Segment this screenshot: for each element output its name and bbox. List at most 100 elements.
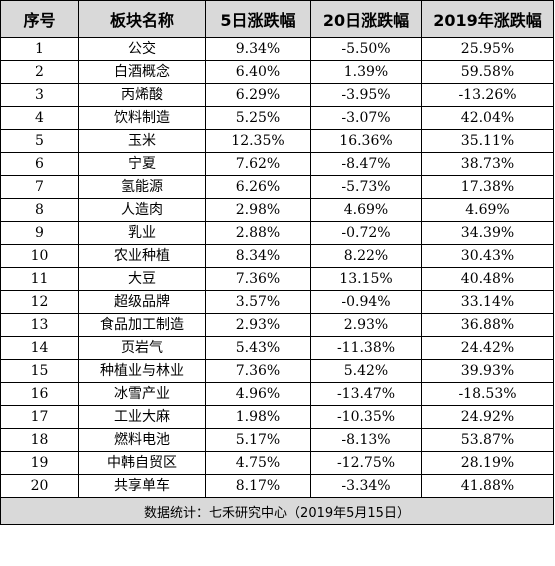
cell-index: 14: [0, 336, 79, 360]
cell-5day-change: 8.34%: [205, 244, 311, 268]
cell-5day-change: 7.36%: [205, 359, 311, 383]
cell-20day-change: -10.35%: [310, 405, 422, 429]
table-row: 19 中韩自贸区 4.75% -12.75% 28.19%: [0, 451, 554, 475]
cell-index: 17: [0, 405, 79, 429]
cell-index: 5: [0, 129, 79, 153]
cell-5day-change: 4.96%: [205, 382, 311, 406]
footer-row: 数据统计：七禾研究中心（2019年5月15日）: [0, 497, 554, 525]
cell-5day-change: 3.57%: [205, 290, 311, 314]
header-row: 序号 板块名称 5日涨跌幅 20日涨跌幅 2019年涨跌幅: [0, 0, 554, 38]
cell-20day-change: 13.15%: [310, 267, 422, 291]
cell-sector-name: 大豆: [78, 267, 206, 291]
cell-5day-change: 5.43%: [205, 336, 311, 360]
cell-20day-change: -5.73%: [310, 175, 422, 199]
cell-20day-change: -3.07%: [310, 106, 422, 130]
cell-sector-name: 氢能源: [78, 175, 206, 199]
cell-sector-name: 共享单车: [78, 474, 206, 498]
cell-sector-name: 中韩自贸区: [78, 451, 206, 475]
cell-sector-name: 丙烯酸: [78, 83, 206, 107]
cell-sector-name: 人造肉: [78, 198, 206, 222]
cell-20day-change: -12.75%: [310, 451, 422, 475]
header-5day-change: 5日涨跌幅: [205, 0, 311, 38]
cell-20day-change: 4.69%: [310, 198, 422, 222]
cell-2019-change: -18.53%: [421, 382, 554, 406]
cell-index: 9: [0, 221, 79, 245]
table-row: 13 食品加工制造 2.93% 2.93% 36.88%: [0, 313, 554, 337]
table-row: 7 氢能源 6.26% -5.73% 17.38%: [0, 175, 554, 199]
table-row: 12 超级品牌 3.57% -0.94% 33.14%: [0, 290, 554, 314]
cell-20day-change: -13.47%: [310, 382, 422, 406]
cell-sector-name: 白酒概念: [78, 60, 206, 84]
cell-index: 4: [0, 106, 79, 130]
cell-5day-change: 2.88%: [205, 221, 311, 245]
cell-20day-change: 16.36%: [310, 129, 422, 153]
cell-index: 10: [0, 244, 79, 268]
cell-index: 2: [0, 60, 79, 84]
cell-20day-change: -3.95%: [310, 83, 422, 107]
cell-sector-name: 公交: [78, 37, 206, 61]
cell-5day-change: 5.17%: [205, 428, 311, 452]
table-row: 17 工业大麻 1.98% -10.35% 24.92%: [0, 405, 554, 429]
cell-5day-change: 12.35%: [205, 129, 311, 153]
cell-index: 16: [0, 382, 79, 406]
cell-2019-change: 25.95%: [421, 37, 554, 61]
cell-sector-name: 乳业: [78, 221, 206, 245]
cell-sector-name: 燃料电池: [78, 428, 206, 452]
cell-index: 12: [0, 290, 79, 314]
cell-20day-change: -11.38%: [310, 336, 422, 360]
cell-sector-name: 冰雪产业: [78, 382, 206, 406]
cell-5day-change: 6.40%: [205, 60, 311, 84]
table-row: 6 宁夏 7.62% -8.47% 38.73%: [0, 152, 554, 176]
cell-2019-change: 24.42%: [421, 336, 554, 360]
header-2019-change: 2019年涨跌幅: [421, 0, 554, 38]
cell-5day-change: 6.29%: [205, 83, 311, 107]
cell-index: 7: [0, 175, 79, 199]
cell-index: 18: [0, 428, 79, 452]
cell-sector-name: 工业大麻: [78, 405, 206, 429]
header-index: 序号: [0, 0, 79, 38]
table-row: 20 共享单车 8.17% -3.34% 41.88%: [0, 474, 554, 498]
cell-sector-name: 食品加工制造: [78, 313, 206, 337]
cell-2019-change: -13.26%: [421, 83, 554, 107]
cell-20day-change: -8.47%: [310, 152, 422, 176]
cell-20day-change: -8.13%: [310, 428, 422, 452]
table-row: 5 玉米 12.35% 16.36% 35.11%: [0, 129, 554, 153]
cell-2019-change: 42.04%: [421, 106, 554, 130]
cell-2019-change: 38.73%: [421, 152, 554, 176]
cell-2019-change: 40.48%: [421, 267, 554, 291]
cell-2019-change: 33.14%: [421, 290, 554, 314]
cell-2019-change: 41.88%: [421, 474, 554, 498]
cell-20day-change: -3.34%: [310, 474, 422, 498]
cell-index: 15: [0, 359, 79, 383]
cell-sector-name: 种植业与林业: [78, 359, 206, 383]
header-sector-name: 板块名称: [78, 0, 206, 38]
cell-2019-change: 59.58%: [421, 60, 554, 84]
cell-index: 3: [0, 83, 79, 107]
cell-5day-change: 7.36%: [205, 267, 311, 291]
cell-20day-change: -0.94%: [310, 290, 422, 314]
cell-2019-change: 53.87%: [421, 428, 554, 452]
cell-2019-change: 17.38%: [421, 175, 554, 199]
cell-5day-change: 4.75%: [205, 451, 311, 475]
table-row: 16 冰雪产业 4.96% -13.47% -18.53%: [0, 382, 554, 406]
cell-5day-change: 1.98%: [205, 405, 311, 429]
cell-2019-change: 35.11%: [421, 129, 554, 153]
table-row: 9 乳业 2.88% -0.72% 34.39%: [0, 221, 554, 245]
cell-index: 1: [0, 37, 79, 61]
table-row: 18 燃料电池 5.17% -8.13% 53.87%: [0, 428, 554, 452]
cell-2019-change: 24.92%: [421, 405, 554, 429]
table-row: 10 农业种植 8.34% 8.22% 30.43%: [0, 244, 554, 268]
cell-20day-change: 2.93%: [310, 313, 422, 337]
cell-20day-change: -0.72%: [310, 221, 422, 245]
cell-index: 6: [0, 152, 79, 176]
cell-5day-change: 9.34%: [205, 37, 311, 61]
table-body: 1 公交 9.34% -5.50% 25.95% 2 白酒概念 6.40% 1.39% 59.58…: [0, 37, 554, 498]
cell-20day-change: -5.50%: [310, 37, 422, 61]
cell-index: 19: [0, 451, 79, 475]
cell-5day-change: 2.93%: [205, 313, 311, 337]
table-row: 11 大豆 7.36% 13.15% 40.48%: [0, 267, 554, 291]
table-row: 14 页岩气 5.43% -11.38% 24.42%: [0, 336, 554, 360]
cell-5day-change: 5.25%: [205, 106, 311, 130]
cell-sector-name: 超级品牌: [78, 290, 206, 314]
cell-sector-name: 饮料制造: [78, 106, 206, 130]
